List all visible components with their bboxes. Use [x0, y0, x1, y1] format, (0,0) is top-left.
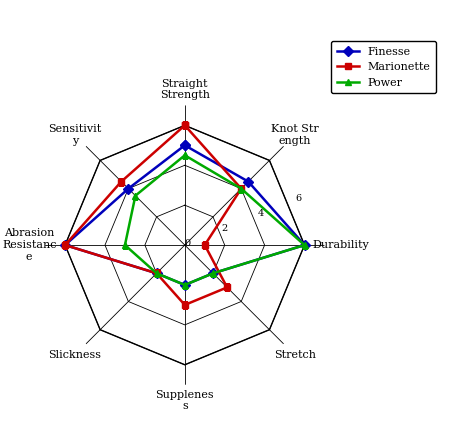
Finesse: [153, 271, 159, 276]
Finesse: [182, 282, 187, 288]
Marionette: [153, 271, 159, 276]
Line: Finesse: Finesse: [62, 142, 308, 288]
Marionette: [224, 285, 230, 290]
Marionette: [182, 123, 187, 128]
Finesse: [245, 179, 251, 184]
Marionette: [202, 243, 207, 248]
Text: Knot Str
ength: Knot Str ength: [270, 124, 318, 146]
Power: [132, 193, 138, 198]
Finesse: [301, 243, 307, 248]
Power: [238, 186, 243, 191]
Text: Durability: Durability: [311, 240, 368, 250]
Power: [182, 282, 187, 288]
Power: [301, 243, 307, 248]
Text: Abrasion
Resistanc
e: Abrasion Resistanc e: [2, 228, 56, 262]
Marionette: [62, 243, 67, 248]
Line: Power: Power: [121, 152, 308, 288]
Power: [210, 271, 215, 276]
Text: Sensitivit
y: Sensitivit y: [48, 124, 101, 146]
Power: [182, 153, 187, 158]
Power: [122, 243, 128, 248]
Finesse: [182, 142, 187, 148]
Text: 0: 0: [184, 239, 190, 248]
Marionette: [238, 186, 243, 191]
Line: Marionette: Marionette: [62, 122, 244, 308]
Power: [153, 271, 159, 276]
Text: 2: 2: [221, 224, 227, 233]
Finesse: [62, 243, 67, 248]
Finesse: [210, 271, 215, 276]
Marionette: [182, 123, 187, 128]
Marionette: [118, 179, 124, 184]
Finesse: [182, 142, 187, 148]
Text: Stretch: Stretch: [273, 350, 315, 360]
Finesse: [125, 186, 131, 191]
Power: [182, 153, 187, 158]
Marionette: [182, 302, 187, 307]
Text: Slickness: Slickness: [48, 350, 101, 360]
Text: 6: 6: [295, 194, 301, 202]
Text: Straight
Strength: Straight Strength: [159, 78, 209, 100]
Text: 4: 4: [257, 209, 264, 218]
Text: Supplenes
s: Supplenes s: [155, 390, 213, 411]
Legend: Finesse, Marionette, Power: Finesse, Marionette, Power: [330, 41, 435, 93]
